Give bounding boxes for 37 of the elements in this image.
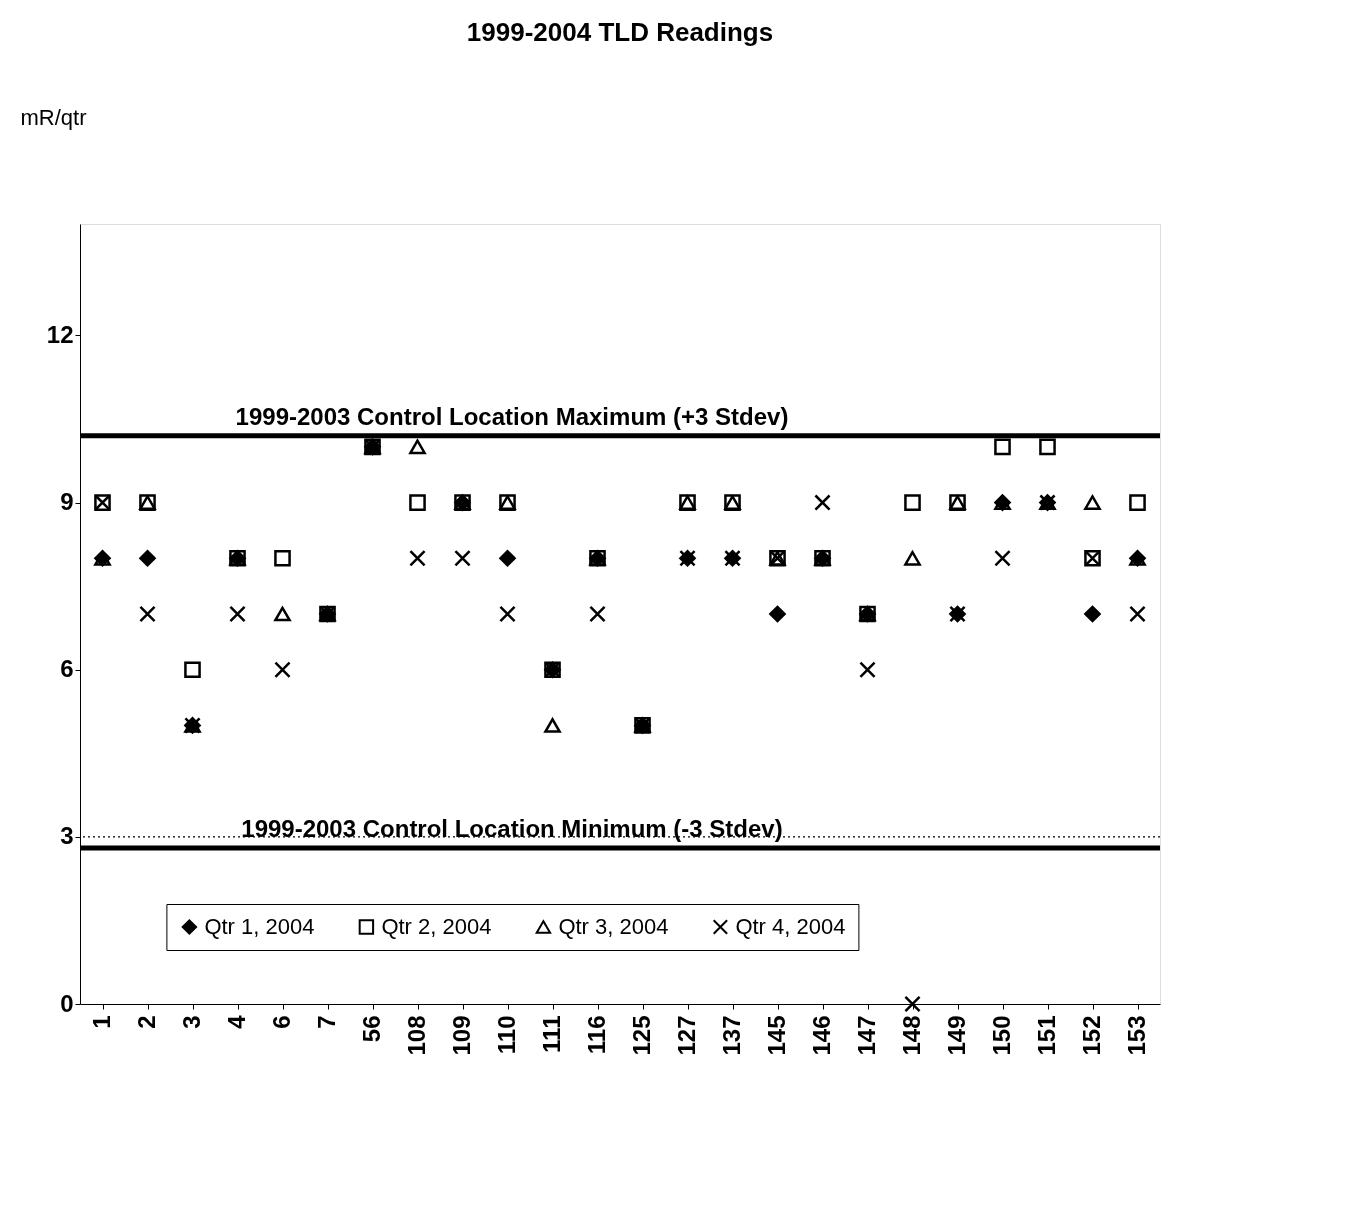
x-tick-label: 150 [988, 1015, 1015, 1056]
legend-label: Qtr 1, 2004 [204, 914, 315, 939]
x-tick-label: 2 [133, 1015, 160, 1029]
y-tick-label: 0 [60, 989, 74, 1017]
x-tick-label: 145 [763, 1015, 790, 1056]
legend-label: Qtr 4, 2004 [735, 914, 846, 939]
y-tick-label: 12 [46, 320, 74, 348]
x-tick-label: 1 [88, 1015, 115, 1029]
x-tick-label: 109 [448, 1015, 475, 1056]
x-tick-label: 125 [628, 1015, 655, 1056]
x-tick-label: 111 [538, 1015, 565, 1053]
x-tick-label: 4 [223, 1014, 250, 1029]
x-tick-label: 6 [268, 1015, 295, 1029]
y-tick-label: 6 [60, 655, 74, 683]
x-tick-label: 127 [673, 1015, 700, 1056]
x-tick-label: 116 [583, 1015, 610, 1055]
x-tick-label: 137 [718, 1015, 745, 1056]
ref-line-label: 1999-2003 Control Location Minimum (-3 Stdev) [241, 815, 783, 842]
x-tick-label: 56 [358, 1015, 385, 1043]
x-tick-label: 152 [1078, 1015, 1105, 1056]
x-tick-label: 146 [808, 1015, 835, 1056]
x-tick-label: 7 [313, 1015, 340, 1029]
y-axis-title: mR/qtr [20, 104, 87, 130]
x-tick-label: 153 [1123, 1015, 1150, 1056]
x-tick-label: 3 [178, 1015, 205, 1029]
legend-label: Qtr 3, 2004 [558, 914, 669, 939]
x-tick-label: 151 [1033, 1015, 1060, 1056]
x-tick-label: 110 [493, 1015, 520, 1055]
x-tick-label: 149 [943, 1015, 970, 1056]
legend-label: Qtr 2, 2004 [381, 914, 492, 939]
ref-line-label: 1999-2003 Control Location Maximum (+3 Stdev) [235, 402, 789, 430]
x-tick-label: 108 [403, 1015, 430, 1056]
chart-title: 1999-2004 TLD Readings [466, 17, 774, 47]
x-tick-label: 148 [898, 1015, 925, 1056]
y-tick-label: 9 [60, 488, 74, 516]
x-tick-label: 147 [853, 1015, 880, 1056]
y-tick-label: 3 [60, 822, 74, 850]
